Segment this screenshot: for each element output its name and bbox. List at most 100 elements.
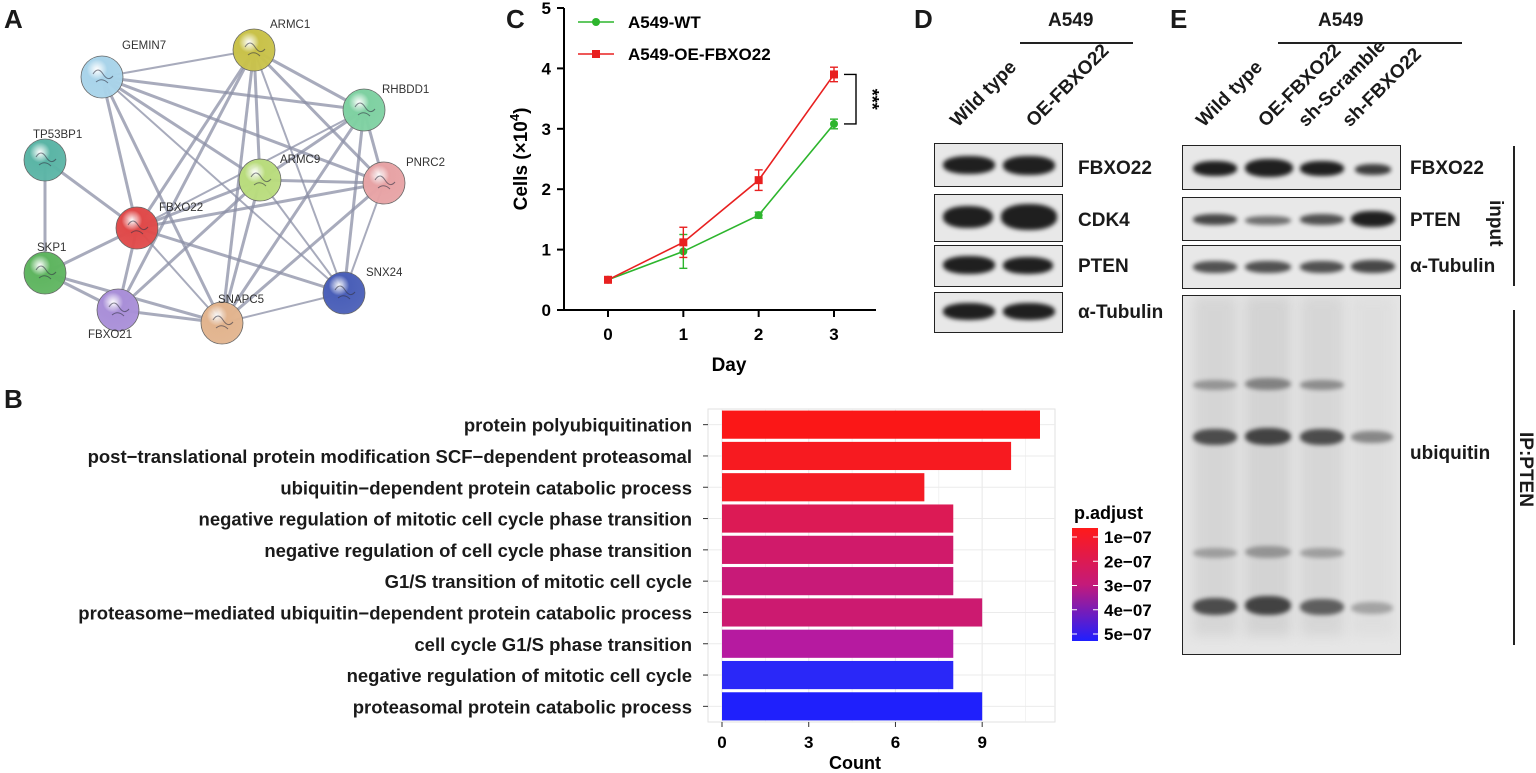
bar: [722, 410, 1040, 439]
legend-label: A549-OE-FBXO22: [628, 45, 771, 64]
bar-category-label: negative regulation of mitotic cell cycl…: [347, 665, 692, 686]
x-tick-label: 0: [717, 733, 726, 752]
blot-d-row-fbxo22: [934, 143, 1063, 187]
network-edge: [101, 49, 255, 78]
panel-letter-c: C: [506, 4, 525, 34]
panel-letter-a: A: [4, 4, 23, 34]
blot-d-row-cdk4: [934, 194, 1063, 242]
panel-letter-d: D: [914, 4, 933, 34]
network-node-label: GEMIN7: [122, 40, 166, 52]
blot-e-ip-label: ubiquitin: [1410, 443, 1491, 464]
network-node-label: SNAPC5: [218, 294, 264, 306]
data-point: [754, 211, 763, 220]
protein-structure-icon: [92, 69, 114, 84]
legend-colorbar: [1072, 528, 1098, 641]
network-edge: [220, 109, 366, 324]
x-tick-label: 1: [679, 325, 688, 344]
bar: [722, 535, 954, 564]
network-node-label: RHBDD1: [382, 84, 429, 96]
blot-d-row-label: α-Tubulin: [1078, 302, 1164, 323]
bar-category-label: ubiquitin−dependent protein catabolic pr…: [280, 477, 692, 498]
network-edge: [253, 49, 345, 294]
series-line-0: [607, 123, 835, 281]
legend-label: A549-WT: [628, 13, 701, 32]
significance-bracket: [844, 73, 857, 125]
blot-d-group-label: A549: [1048, 10, 1094, 31]
network-node-snapc5: [200, 301, 244, 345]
network-edge: [221, 181, 385, 325]
network-node-label: FBXO21: [88, 329, 132, 341]
network-edge: [100, 76, 224, 324]
bar-category-label: negative regulation of mitotic cell cycl…: [199, 509, 692, 530]
network-node-skp1: [23, 251, 67, 295]
data-point: [754, 176, 763, 185]
network-node-gemin7: [80, 55, 124, 99]
x-axis-title: Count: [829, 753, 881, 773]
legend-label: 4e−07: [1104, 601, 1152, 620]
blot-d-row-label: FBXO22: [1078, 158, 1152, 179]
blot-d-group-line: [1020, 42, 1133, 44]
blot-e-ip-panel: [1182, 295, 1401, 655]
bar-category-label: cell cycle G1/S phase transition: [414, 634, 692, 655]
blot-d-row-label: CDK4: [1078, 210, 1130, 231]
network-edge: [100, 76, 139, 229]
bar-category-label: post−translational protein modification …: [88, 446, 692, 467]
panel-letter-e: E: [1170, 4, 1188, 34]
panel-letter-b: B: [4, 384, 23, 414]
network-edge: [101, 75, 385, 185]
blot-e-input-label: input: [1485, 200, 1506, 247]
y-axis-title-sup: 4: [507, 113, 522, 121]
network-node-fbxo21: [96, 288, 140, 332]
x-tick-label: 3: [804, 733, 813, 752]
blot-e-group-line: [1278, 42, 1462, 44]
bar-category-label: protein polyubiquitination: [464, 415, 692, 436]
legend-label: 1e−07: [1104, 528, 1152, 547]
significance-label: ***: [862, 89, 882, 110]
network-node-label: SNX24: [366, 267, 403, 279]
network-edge: [136, 178, 261, 230]
network-edge: [342, 109, 366, 294]
y-tick-label: 0: [542, 301, 551, 320]
network-node-label: FBXO22: [159, 202, 203, 214]
network-edge: [116, 49, 256, 311]
y-tick-label: 5: [542, 0, 551, 18]
y-tick-label: 3: [542, 120, 551, 139]
data-point: [604, 275, 612, 284]
bar-category-label: proteasomal protein catabolic process: [353, 696, 692, 717]
protein-network: GEMIN7 ARMC1 RHBDD1 TP53BP1 ARMC9 PNRC2 FBXO22…: [23, 19, 445, 345]
network-node-tp53bp1: [23, 138, 67, 182]
network-node-label: TP53BP1: [33, 129, 82, 141]
network-edge: [101, 75, 261, 182]
network-node-label: ARMC9: [280, 154, 320, 166]
bar: [722, 692, 983, 721]
data-point: [830, 119, 838, 128]
protein-structure-icon: [374, 175, 396, 190]
protein-structure-icon: [212, 315, 234, 330]
network-edge: [135, 49, 256, 229]
data-point: [679, 238, 688, 247]
data-point: [830, 70, 838, 79]
bar-category-label: proteasome−mediated ubiquitin−dependent …: [78, 602, 692, 623]
blot-e-row-fbxo22: [1182, 145, 1401, 190]
protein-structure-icon: [244, 42, 266, 57]
network-node-snx24: [322, 271, 366, 315]
bar-category-label: G1/S transition of mitotic cell cycle: [385, 571, 692, 592]
network-node-fbxo22: [115, 206, 159, 250]
x-tick-label: 2: [754, 325, 763, 344]
blot-d: A549 Wild type OE-FBXO22 FBXO22 CDK4 PTE…: [920, 0, 1170, 340]
bar: [722, 629, 954, 658]
blot-d-lane-label: Wild type: [946, 56, 1021, 132]
network-node-pnrc2: [362, 161, 406, 205]
x-tick-label: 3: [829, 325, 838, 344]
blot-d-row-pten: [934, 245, 1063, 287]
blot-e-row-label: α-Tubulin: [1410, 256, 1496, 277]
network-node-label: ARMC1: [270, 19, 310, 31]
network-node-label: PNRC2: [406, 157, 445, 169]
y-tick-label: 2: [542, 180, 551, 199]
blot-e-row-pten: [1182, 197, 1401, 241]
blot-d-row-tubulin: [934, 292, 1063, 333]
network-edge: [101, 76, 345, 294]
blot-e-lane-label: Wild type: [1192, 56, 1267, 132]
y-axis-title-text: Cells (×10: [511, 121, 532, 210]
bar: [722, 567, 954, 596]
